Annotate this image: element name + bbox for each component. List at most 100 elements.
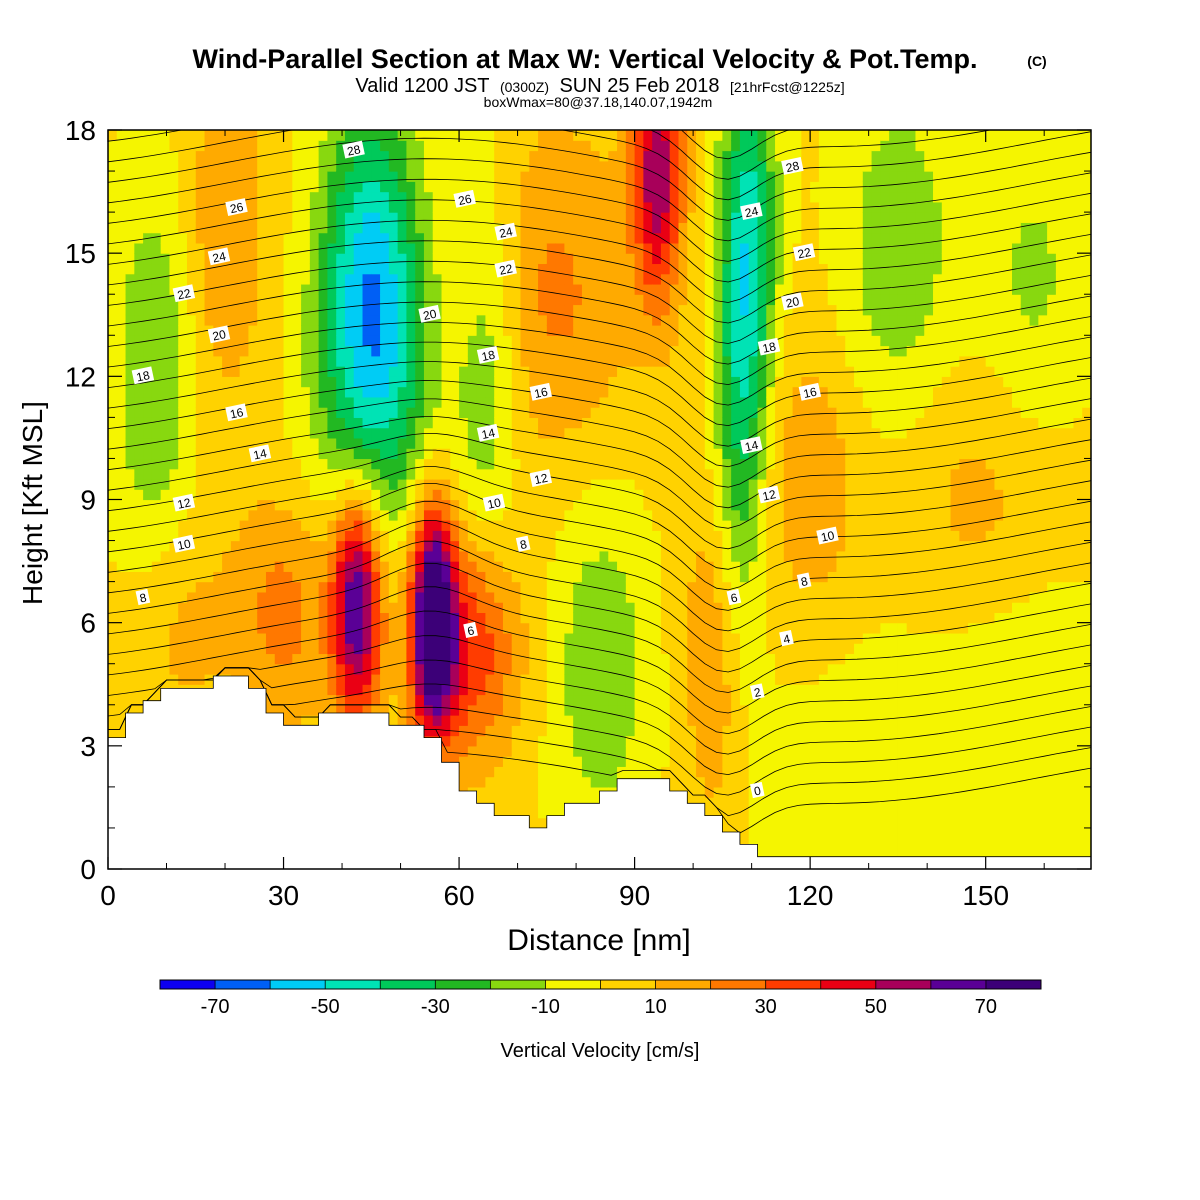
velocity-cell — [116, 304, 127, 316]
velocity-cell — [704, 797, 715, 809]
velocity-cell — [248, 232, 258, 244]
velocity-cell — [134, 673, 144, 685]
velocity-cell — [696, 612, 706, 624]
velocity-cell — [274, 304, 285, 316]
velocity-cell — [116, 684, 127, 696]
velocity-cell — [134, 643, 144, 655]
velocity-cell — [301, 325, 311, 336]
velocity-cell — [388, 171, 399, 182]
velocity-cell — [581, 253, 592, 265]
velocity-cell — [318, 591, 329, 603]
copyright-mark: (C) — [1027, 53, 1046, 69]
velocity-cell — [652, 581, 662, 593]
velocity-cell — [134, 417, 144, 429]
velocity-cell — [529, 304, 539, 316]
velocity-cell — [195, 181, 206, 193]
velocity-cell — [415, 232, 425, 244]
velocity-cell — [371, 304, 381, 316]
velocity-cell — [283, 171, 293, 182]
velocity-cell — [581, 448, 592, 460]
velocity-cell — [660, 386, 671, 398]
velocity-cell — [371, 591, 381, 603]
velocity-cell — [151, 663, 162, 675]
velocity-cell — [371, 150, 381, 162]
velocity-cell — [634, 684, 644, 696]
velocity-cell — [239, 314, 250, 326]
velocity-cell — [318, 232, 329, 244]
velocity-cell — [292, 232, 302, 244]
velocity-cell — [555, 232, 565, 244]
velocity-cell — [178, 478, 188, 490]
velocity-cell — [248, 478, 258, 490]
velocity-cell — [160, 489, 171, 501]
velocity-cell — [143, 242, 153, 254]
velocity-cell — [441, 396, 451, 408]
velocity-cell — [617, 509, 627, 521]
velocity-cell — [476, 140, 486, 152]
velocity-cell — [581, 437, 592, 449]
velocity-cell — [116, 201, 127, 213]
velocity-cell — [125, 314, 135, 326]
velocity-cell — [494, 376, 504, 388]
velocity-cell — [502, 694, 513, 706]
velocity-cell — [415, 530, 425, 542]
velocity-cell — [590, 745, 601, 757]
velocity-cell — [432, 540, 443, 552]
velocity-cell — [388, 550, 399, 562]
velocity-cell — [283, 591, 293, 603]
velocity-cell — [397, 130, 408, 141]
velocity-cell — [169, 520, 179, 531]
velocity-cell — [353, 602, 364, 613]
velocity-cell — [520, 191, 530, 203]
velocity-cell — [485, 725, 495, 737]
velocity-cell — [520, 325, 530, 336]
velocity-cell — [292, 520, 302, 531]
velocity-cell — [362, 366, 372, 377]
velocity-cell — [555, 468, 565, 480]
velocity-cell — [222, 345, 232, 357]
velocity-cell — [292, 427, 302, 439]
velocity-cell — [590, 304, 601, 316]
velocity-cell — [432, 366, 443, 377]
velocity-cell — [476, 263, 486, 275]
velocity-cell — [564, 386, 574, 398]
velocity-cell — [265, 478, 276, 490]
velocity-cell — [336, 468, 346, 480]
velocity-cell — [467, 673, 478, 685]
velocity-cell — [388, 273, 399, 285]
velocity-cell — [116, 437, 127, 449]
velocity-cell — [213, 458, 223, 470]
velocity-cell — [538, 520, 548, 531]
velocity-cell — [581, 632, 592, 644]
velocity-cell — [564, 201, 574, 213]
velocity-cell — [529, 643, 539, 655]
velocity-cell — [151, 550, 162, 562]
velocity-cell — [222, 366, 232, 377]
velocity-cell — [301, 581, 311, 593]
velocity-cell — [257, 612, 267, 624]
velocity-cell — [265, 366, 276, 377]
velocity-cell — [327, 283, 337, 295]
velocity-cell — [476, 366, 486, 377]
velocity-cell — [546, 561, 557, 572]
velocity-cell — [160, 437, 171, 449]
velocity-cell — [564, 396, 574, 408]
velocity-cell — [406, 407, 416, 418]
velocity-cell — [151, 509, 162, 521]
velocity-cell — [687, 160, 697, 172]
velocity-cell — [590, 222, 601, 234]
velocity-cell — [590, 314, 601, 326]
velocity-cell — [388, 181, 399, 193]
velocity-cell — [476, 386, 486, 398]
velocity-cell — [608, 232, 618, 244]
velocity-cell — [696, 540, 706, 552]
velocity-cell — [125, 489, 135, 501]
velocity-cell — [292, 304, 302, 316]
velocity-cell — [573, 797, 583, 809]
velocity-cell — [599, 437, 609, 449]
velocity-cell — [573, 232, 583, 244]
velocity-cell — [660, 489, 671, 501]
velocity-cell — [230, 263, 241, 275]
velocity-cell — [669, 612, 680, 624]
velocity-cell — [573, 345, 583, 357]
